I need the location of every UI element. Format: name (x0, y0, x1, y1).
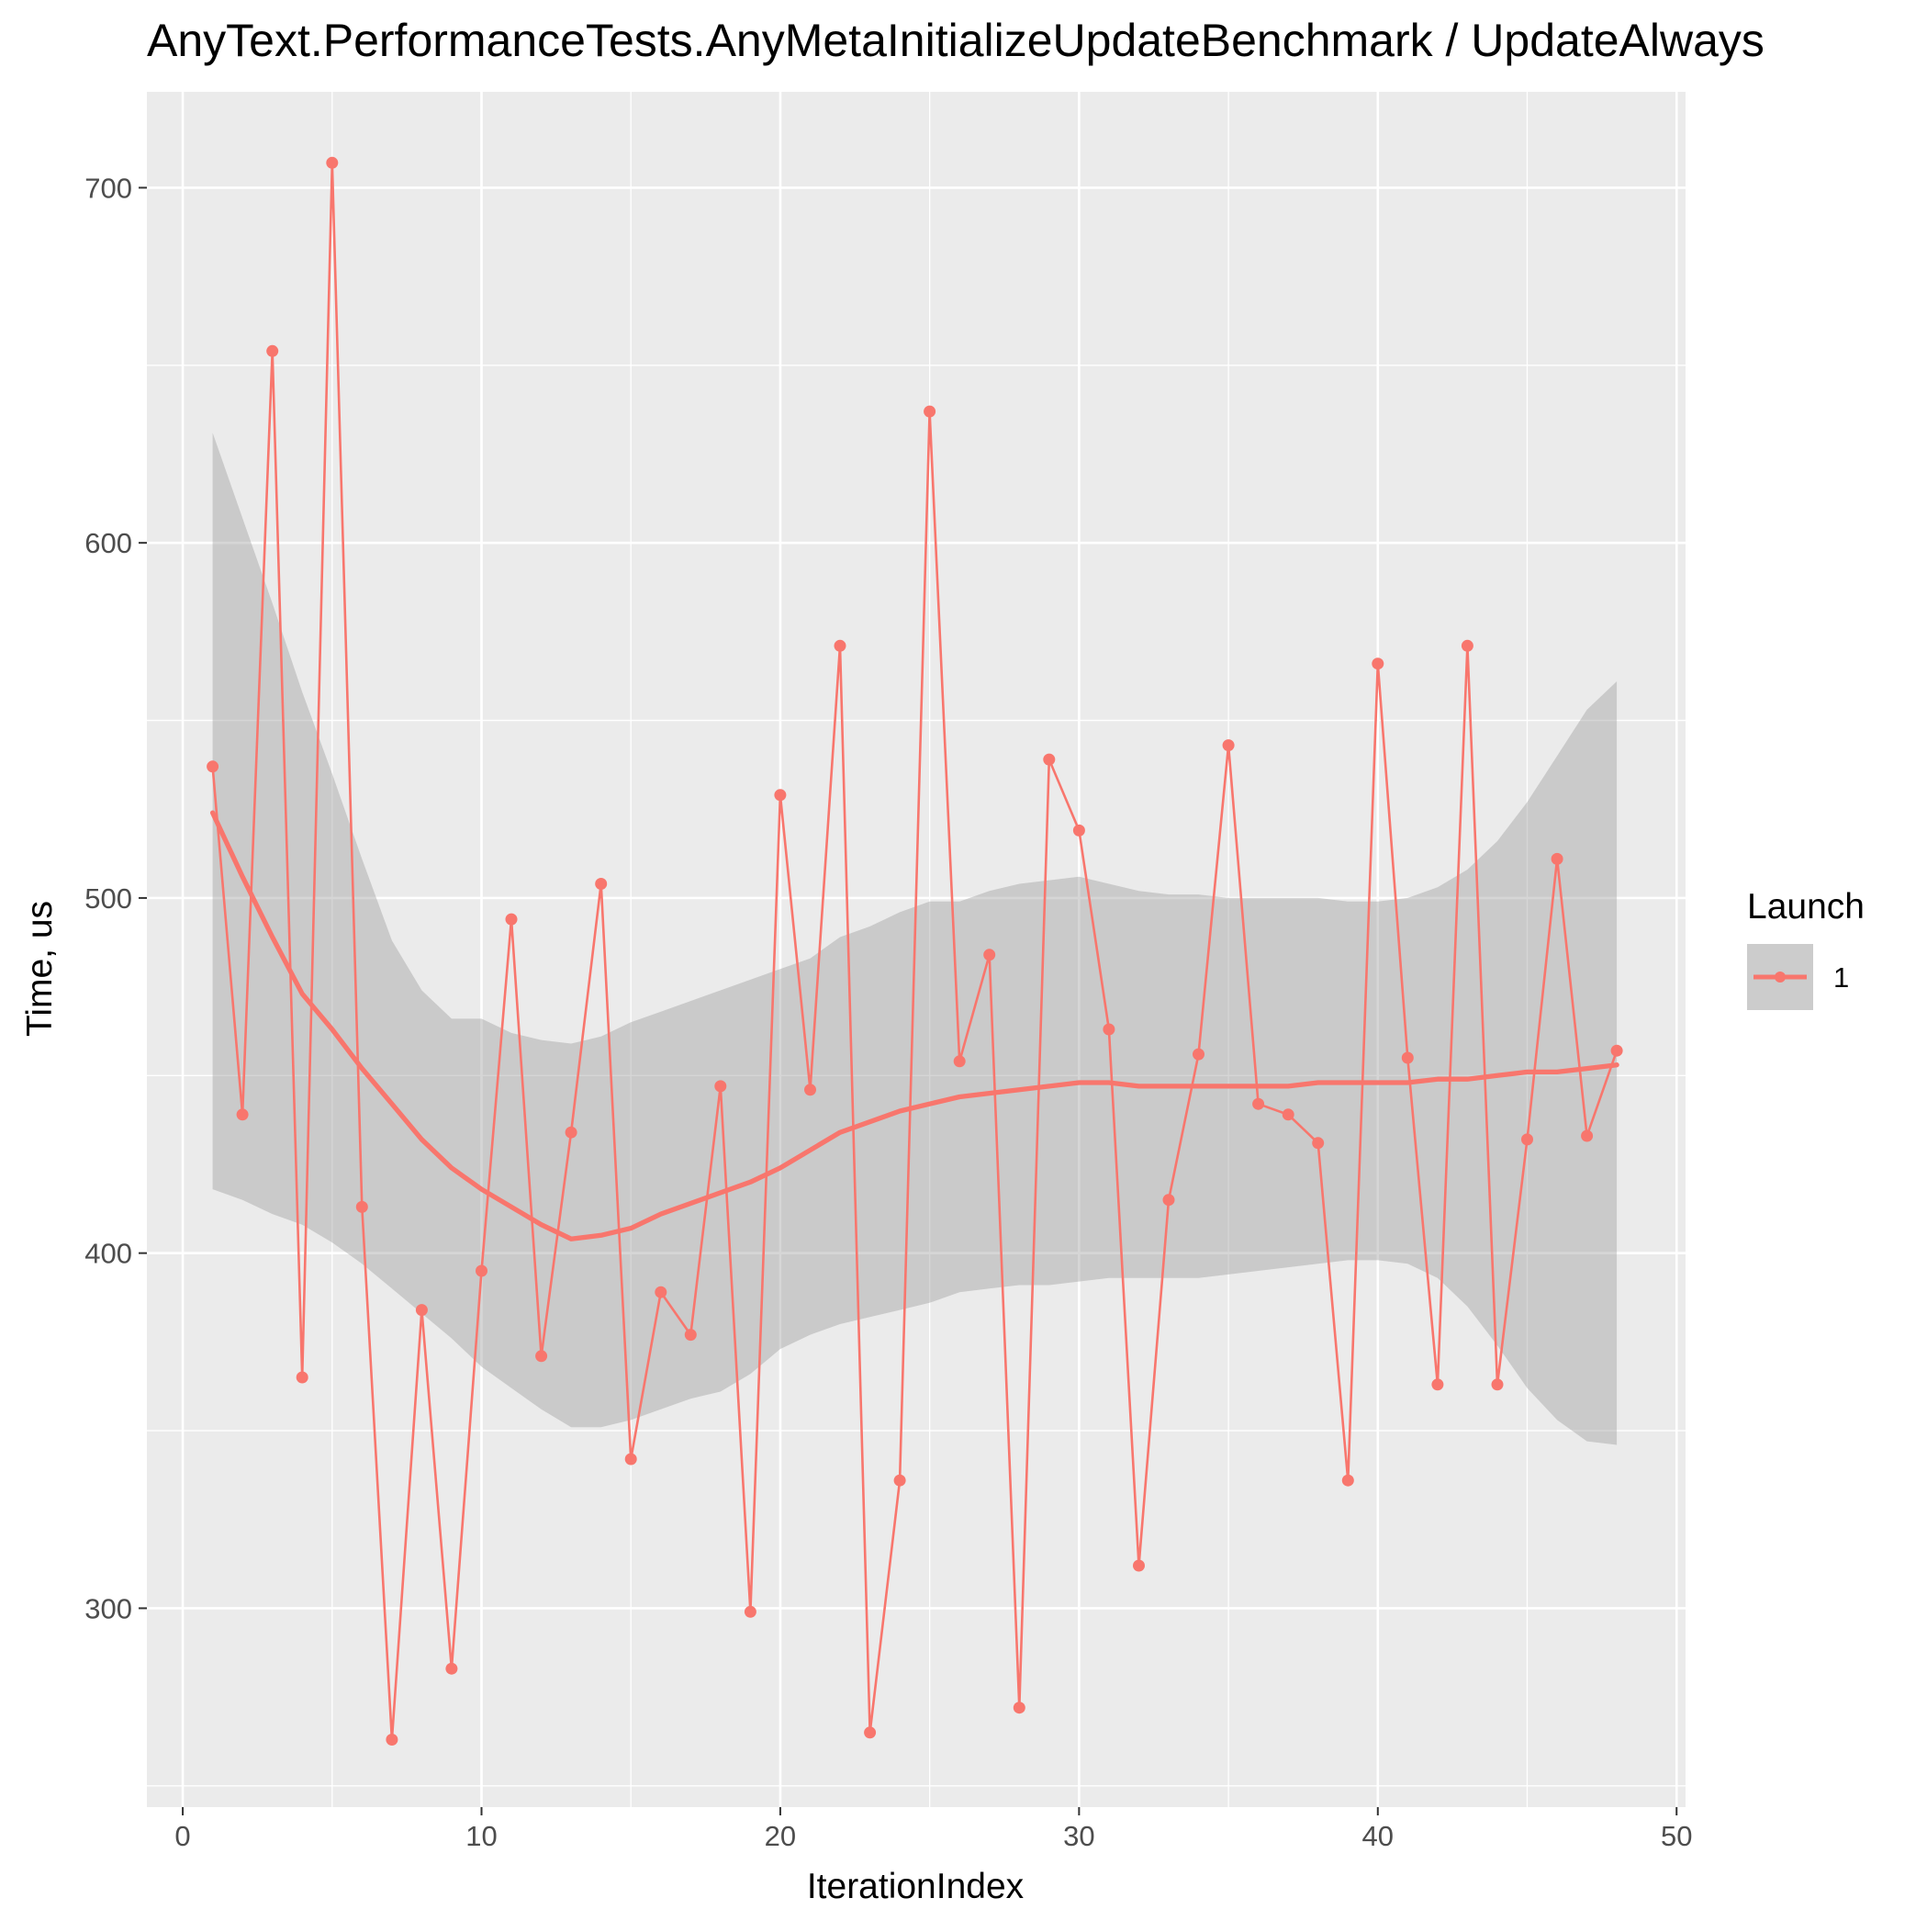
data-point (1461, 639, 1473, 652)
data-point (1103, 1023, 1115, 1036)
data-point (1133, 1559, 1145, 1572)
data-point (1491, 1378, 1504, 1391)
data-point (834, 639, 846, 652)
data-point (1521, 1133, 1533, 1146)
data-point (1401, 1051, 1414, 1064)
data-point (1312, 1137, 1325, 1150)
data-point (1222, 739, 1235, 752)
data-point (744, 1605, 756, 1618)
smooth-line (209, 810, 1619, 1241)
x-tick-label: 40 (1362, 1820, 1394, 1852)
y-axis: 300 400 500 600 700 (84, 172, 147, 1624)
data-point (953, 1055, 966, 1068)
data-point (445, 1662, 458, 1675)
data-point (1162, 1194, 1175, 1207)
data-point (655, 1286, 667, 1298)
data-point (1282, 1108, 1294, 1121)
data-point (386, 1734, 398, 1746)
data-point (505, 913, 518, 926)
data-point (355, 1200, 368, 1213)
data-point (1193, 1048, 1204, 1061)
data-point (1551, 852, 1563, 865)
data-point (1610, 1044, 1623, 1057)
x-tick-label: 20 (765, 1820, 796, 1852)
data-point (565, 1126, 577, 1139)
legend: Launch 1 (1747, 887, 1865, 1010)
legend-label: 1 (1833, 961, 1849, 994)
data-point (1372, 657, 1384, 670)
y-tick-label: 500 (84, 882, 132, 915)
legend-key-point (1775, 972, 1786, 983)
series-point-layer (207, 156, 1623, 1746)
data-point (1013, 1702, 1025, 1714)
data-point (1043, 753, 1056, 766)
data-point (266, 344, 279, 357)
data-point (893, 1474, 906, 1487)
data-point (684, 1329, 697, 1342)
smooth-line-layer (209, 810, 1619, 1241)
x-tick-label: 50 (1661, 1820, 1692, 1852)
y-tick-label: 400 (84, 1238, 132, 1270)
x-tick-label: 10 (465, 1820, 497, 1852)
data-point (1072, 824, 1085, 837)
x-axis: 0 10 20 30 40 50 (174, 1807, 1692, 1852)
x-tick-label: 30 (1063, 1820, 1094, 1852)
data-point (714, 1080, 727, 1093)
y-tick-label: 600 (84, 527, 132, 559)
data-point (1341, 1474, 1354, 1487)
data-point (326, 156, 339, 169)
data-point (1252, 1097, 1265, 1110)
data-point (624, 1453, 637, 1466)
data-point (804, 1084, 816, 1096)
data-point (296, 1371, 308, 1384)
x-tick-label: 0 (174, 1820, 190, 1852)
x-axis-title: IterationIndex (807, 1867, 1025, 1906)
plot-panel (147, 92, 1686, 1807)
chart-title: AnyText.PerformanceTests.AnyMetaInitiali… (147, 15, 1765, 66)
data-point (236, 1108, 249, 1121)
data-point (1581, 1129, 1594, 1142)
data-point (207, 760, 219, 773)
data-point (864, 1726, 877, 1739)
series-line (211, 162, 1619, 1741)
data-point (1431, 1378, 1444, 1391)
y-tick-label: 300 (84, 1592, 132, 1624)
data-point (595, 878, 608, 890)
data-point (535, 1350, 548, 1363)
series-line-layer (211, 162, 1619, 1741)
data-point (774, 789, 787, 802)
data-point (415, 1304, 428, 1317)
y-tick-label: 700 (84, 172, 132, 204)
data-point (924, 405, 936, 418)
data-point (983, 949, 996, 961)
legend-title: Launch (1747, 887, 1865, 927)
grid-minor (147, 92, 1686, 1807)
y-axis-title: Time, us (20, 901, 60, 1037)
data-point (476, 1264, 487, 1277)
